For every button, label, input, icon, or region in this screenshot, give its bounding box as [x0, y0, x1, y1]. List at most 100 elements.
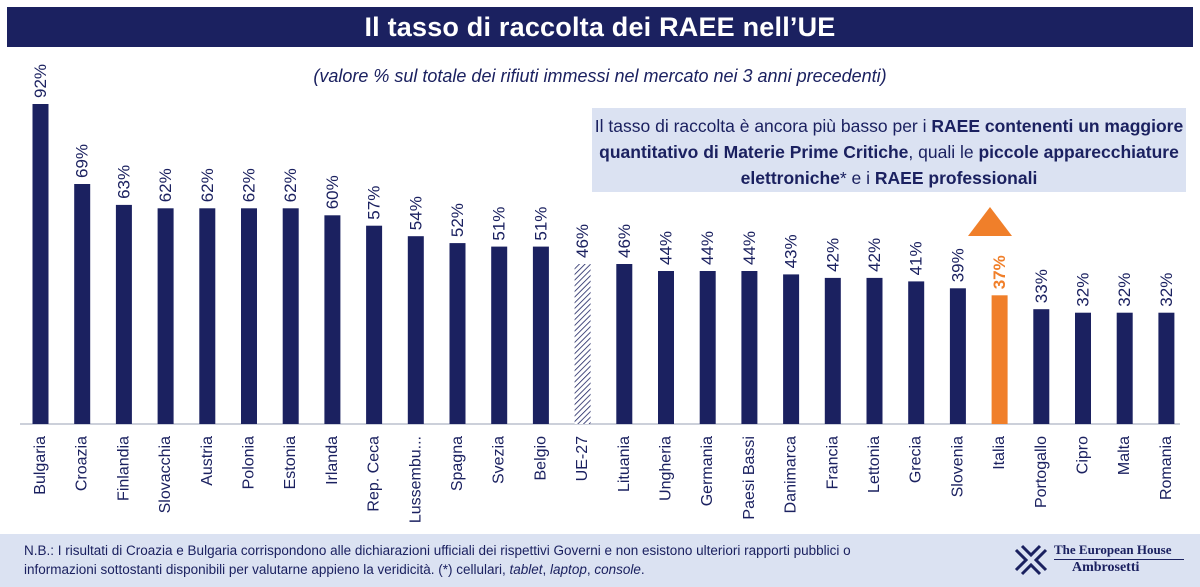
up-arrow-icon	[968, 207, 1012, 236]
category-label-danimarca: Danimarca	[783, 436, 800, 513]
bar-lituania	[616, 264, 633, 424]
footnote-sep-1: ,	[542, 562, 551, 577]
category-label-malta: Malta	[1116, 436, 1133, 475]
bar-italia	[991, 295, 1008, 424]
bar-spagna	[449, 243, 466, 424]
bar-austria	[199, 208, 216, 424]
value-label-croazia: 69%	[73, 144, 92, 178]
footnote-line-2-text: informazioni sottostanti disponibili per…	[24, 562, 510, 577]
value-label-polonia: 62%	[240, 168, 259, 202]
value-label-spagna: 52%	[448, 203, 467, 237]
value-label-austria: 62%	[198, 168, 217, 202]
value-label-cipro: 32%	[1074, 273, 1093, 307]
logo-text-line-2: Ambrosetti	[1072, 560, 1140, 575]
callout-bold-2: piccole apparecchiature elettroniche	[740, 142, 1179, 188]
bar-grecia	[908, 281, 925, 424]
category-label-rep-ceca: Rep. Ceca	[366, 436, 383, 512]
footnote-line-1: N.B.: I risultati di Croazia e Bulgaria …	[24, 543, 851, 558]
bar-estonia	[282, 208, 299, 424]
bar-croazia	[74, 184, 91, 424]
logo-text-line-1: The European House	[1054, 542, 1172, 557]
category-label-grecia: Grecia	[908, 436, 925, 483]
bar-cipro	[1075, 312, 1091, 424]
title-bar: Il tasso di raccolta dei RAEE nell’UE	[7, 7, 1193, 47]
value-label-francia: 42%	[823, 238, 842, 272]
category-label-polonia: Polonia	[241, 436, 258, 489]
value-label-ue-27: 46%	[573, 224, 592, 258]
category-label-germania: Germania	[699, 436, 716, 506]
value-label-portogallo: 33%	[1032, 269, 1051, 303]
footer-panel	[0, 534, 1200, 587]
value-label-malta: 32%	[1115, 273, 1134, 307]
footnote: N.B.: I risultati di Croazia e Bulgaria …	[24, 541, 984, 579]
category-label-paesi-bassi: Paesi Bassi	[741, 436, 758, 520]
value-label-belgio: 51%	[531, 207, 550, 241]
value-label-finlandia: 63%	[114, 165, 133, 199]
footnote-laptop: laptop	[550, 562, 587, 577]
bar-belgio	[532, 246, 549, 424]
footnote-tablet: tablet	[509, 562, 543, 577]
bar-malta	[1116, 312, 1133, 424]
category-label-cipro: Cipro	[1075, 436, 1092, 474]
category-label-bulgaria: Bulgaria	[32, 436, 49, 495]
value-label-svezia: 51%	[490, 207, 509, 241]
category-label-portogallo: Portogallo	[1033, 436, 1050, 508]
bar-lettonia	[866, 277, 883, 424]
bar-slovenia	[949, 288, 966, 424]
bar-germania	[699, 271, 716, 424]
value-label-paesi-bassi: 44%	[740, 231, 759, 265]
value-label-germania: 44%	[698, 231, 717, 265]
category-label-ue-27: UE-27	[574, 436, 591, 481]
bar-danimarca	[783, 274, 800, 424]
chart-subtitle: (valore % sul totale dei rifiuti immessi…	[313, 66, 887, 86]
bar-portogallo	[1033, 309, 1050, 424]
category-label-italia: Italia	[991, 436, 1008, 470]
category-label-slovenia: Slovenia	[949, 436, 966, 497]
footnote-end: .	[640, 562, 645, 577]
category-label-lettonia: Lettonia	[866, 436, 883, 493]
category-label-francia: Francia	[824, 436, 841, 489]
category-label-croazia: Croazia	[74, 436, 91, 491]
category-label-belgio: Belgio	[532, 436, 549, 481]
bar-slovacchia	[157, 208, 174, 424]
bar-ungheria	[658, 271, 674, 424]
footnote-console: console	[594, 562, 641, 577]
bar-rep-ceca	[366, 225, 383, 424]
category-label-ungheria: Ungheria	[658, 436, 675, 501]
value-label-grecia: 41%	[907, 241, 926, 275]
category-label-estonia: Estonia	[282, 436, 299, 489]
value-label-slovenia: 39%	[948, 248, 967, 282]
value-label-estonia: 62%	[281, 168, 300, 202]
bar-svezia	[491, 246, 508, 424]
category-label-lussembu: Lussembu...	[407, 436, 424, 523]
logo-divider	[1054, 559, 1184, 560]
value-label-irlanda: 60%	[323, 175, 342, 209]
category-label-finlandia: Finlandia	[115, 436, 132, 501]
value-label-lussembu: 54%	[406, 196, 425, 230]
category-label-svezia: Svezia	[491, 436, 508, 484]
chart-title: Il tasso di raccolta dei RAEE nell’UE	[364, 11, 836, 42]
category-label-lituania: Lituania	[616, 436, 633, 492]
bar-bulgaria	[32, 104, 49, 424]
category-label-spagna: Spagna	[449, 436, 466, 491]
callout-text-1: Il tasso di raccolta è ancora più basso …	[594, 116, 932, 136]
footnote-line-2: informazioni sottostanti disponibili per…	[24, 560, 984, 579]
bar-romania	[1158, 312, 1175, 424]
value-label-slovacchia: 62%	[156, 168, 175, 202]
bar-ue-27	[574, 264, 591, 424]
bar-lussembu	[407, 236, 424, 424]
category-label-austria: Austria	[199, 436, 216, 486]
callout-bold-3: RAEE professionali	[874, 168, 1038, 188]
callout-bold-1: RAEE contenenti un maggiore quantitativo…	[599, 116, 1184, 162]
value-label-romania: 32%	[1157, 273, 1176, 307]
value-label-lettonia: 42%	[865, 238, 884, 272]
category-label-romania: Romania	[1158, 436, 1175, 500]
logo: The European House Ambrosetti	[1010, 540, 1190, 582]
bar-francia	[824, 277, 841, 424]
value-label-lituania: 46%	[615, 224, 634, 258]
bar-finlandia	[115, 204, 132, 424]
value-label-danimarca: 43%	[782, 234, 801, 268]
value-label-rep-ceca: 57%	[365, 186, 384, 220]
value-label-bulgaria: 92%	[31, 64, 50, 98]
